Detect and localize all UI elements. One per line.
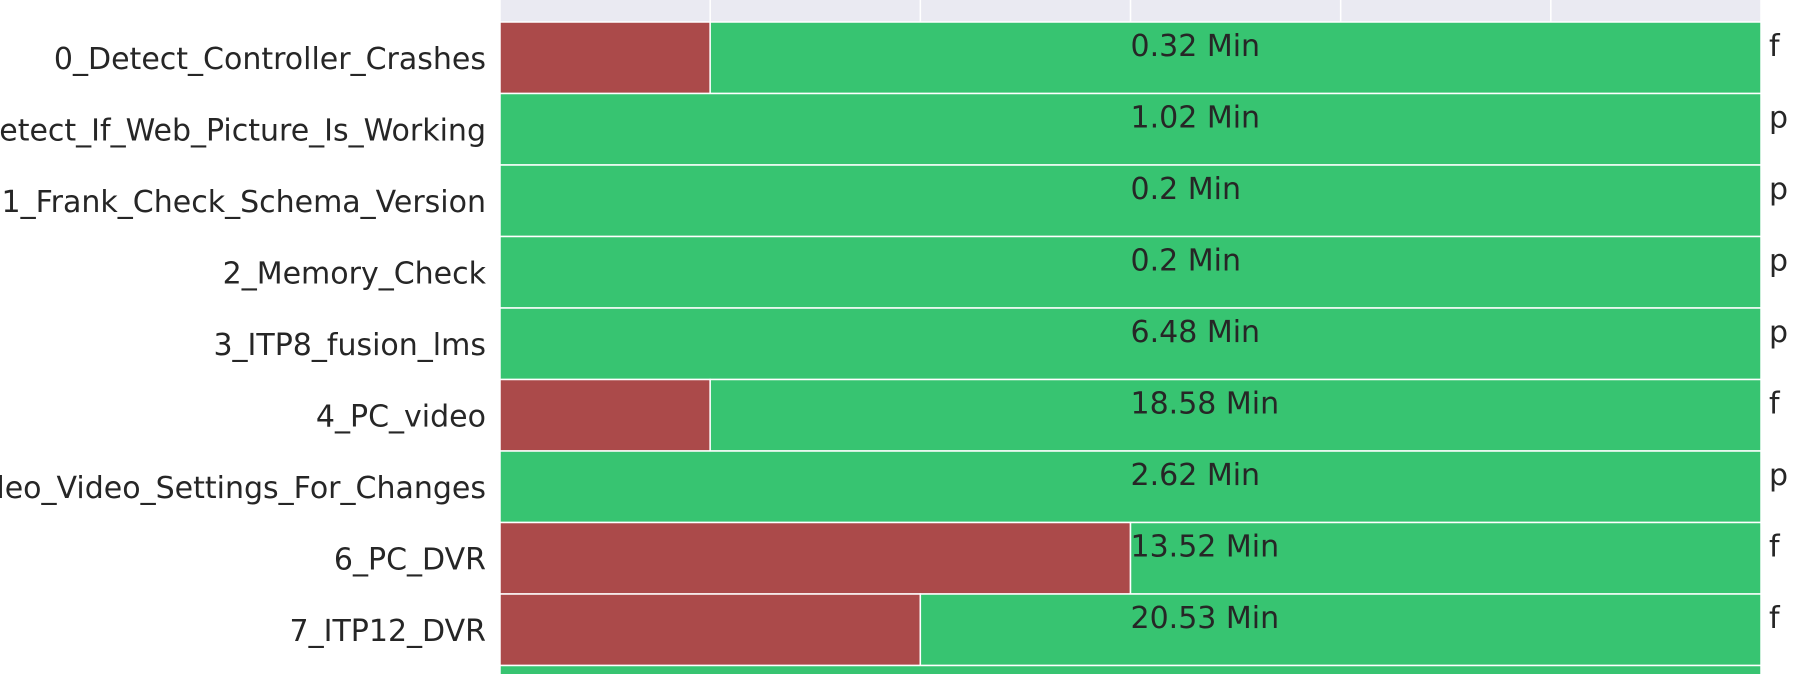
passed-bar <box>499 307 1762 381</box>
duration-label: 1.02 Min <box>1131 101 1261 136</box>
row-labels: 0_Detect_Controller_Crashes 0_Detect_If_W… <box>0 42 487 649</box>
passed-bar <box>499 164 1762 238</box>
row-label: 0_Detect_If_Web_Picture_Is_Working <box>0 113 486 148</box>
duration-label: 0.2 Min <box>1131 172 1241 207</box>
row-label: 3_ITP8_fusion_lms <box>213 328 486 363</box>
row-label: 6_PC_DVR <box>334 542 486 577</box>
row-label: 7_ITP12_DVR <box>290 614 486 649</box>
row-label: 1_Frank_Check_Schema_Version <box>2 185 486 220</box>
row-label: 0_Detect_Controller_Crashes <box>54 42 486 77</box>
failed-bar <box>499 521 1132 595</box>
status-labels: f p p p p f p f f <box>1769 29 1788 636</box>
failed-bar <box>499 378 711 452</box>
passed-bar <box>499 235 1762 309</box>
passed-bar <box>1129 521 1762 595</box>
failed-bar <box>499 593 922 667</box>
row-label: 4_PC_video <box>316 399 486 434</box>
duration-label: 0.32 Min <box>1131 29 1261 64</box>
duration-label: 20.53 Min <box>1131 601 1280 636</box>
bars <box>499 21 1762 674</box>
status-label: f <box>1769 601 1781 636</box>
passed-bar <box>919 593 1762 667</box>
duration-label: 2.62 Min <box>1131 458 1261 493</box>
failed-bar <box>499 21 711 95</box>
passed-bar <box>709 378 1762 452</box>
duration-label: 0.2 Min <box>1131 244 1241 279</box>
status-label: f <box>1769 387 1781 422</box>
passed-bar <box>499 664 1762 674</box>
status-label: p <box>1769 458 1788 493</box>
passed-bar <box>499 450 1762 524</box>
status-label: f <box>1769 29 1781 64</box>
duration-label: 13.52 Min <box>1131 530 1280 565</box>
duration-label: 18.58 Min <box>1131 387 1280 422</box>
status-label: p <box>1769 244 1788 279</box>
status-label: f <box>1769 530 1781 565</box>
row-label: 2_Memory_Check <box>223 256 487 291</box>
status-label: p <box>1769 101 1788 136</box>
status-label: p <box>1769 172 1788 207</box>
status-label: p <box>1769 315 1788 350</box>
row-label: 5_PC_Video_Video_Settings_For_Changes <box>0 471 486 506</box>
duration-label: 6.48 Min <box>1131 315 1261 350</box>
passed-bar <box>709 21 1762 95</box>
duration-labels: 0.32 Min 1.02 Min 0.2 Min 0.2 Min 6.48 Min 18… <box>1131 29 1280 636</box>
